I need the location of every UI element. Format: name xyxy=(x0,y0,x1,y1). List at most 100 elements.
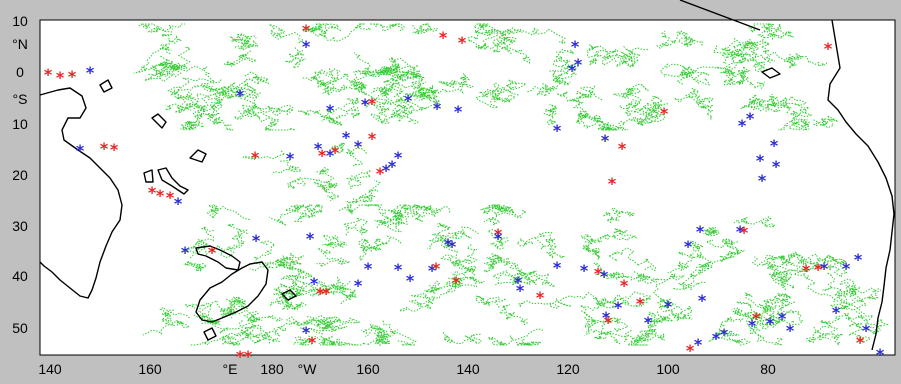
drift-track xyxy=(437,226,479,242)
drift-track xyxy=(843,312,872,343)
coastline-island-a xyxy=(189,149,207,163)
drift-track xyxy=(761,23,794,40)
drift-track xyxy=(439,237,463,269)
coastline-taiwan xyxy=(151,113,167,129)
drift-track xyxy=(750,311,785,330)
drift-track xyxy=(674,87,715,105)
coastlines xyxy=(39,0,895,351)
drift-track xyxy=(346,169,372,190)
drifter-marker: * xyxy=(310,274,319,293)
drift-track xyxy=(402,204,451,218)
x-axis: 140 160 °E 180 °W 160 140 120 100 80 xyxy=(38,361,776,377)
drift-track xyxy=(722,38,759,64)
drifter-marker: * xyxy=(712,329,721,348)
drift-track xyxy=(800,255,845,273)
drift-track xyxy=(383,78,434,101)
drift-track xyxy=(813,318,844,346)
drifter-marker: * xyxy=(458,33,467,52)
drifter-marker: * xyxy=(368,129,377,148)
drift-track xyxy=(350,72,377,106)
drifter-marker: * xyxy=(308,333,317,352)
drift-track xyxy=(516,270,556,288)
drift-track xyxy=(219,296,242,316)
drift-track xyxy=(584,314,608,336)
drift-track xyxy=(365,324,391,338)
drift-track xyxy=(516,231,555,247)
drifter-marker: * xyxy=(316,284,325,303)
drifter-marker: * xyxy=(86,63,95,82)
y-axis: 10 °N 0 °S 10 20 30 40 50 xyxy=(12,13,28,336)
drift-track xyxy=(371,86,408,116)
drift-track xyxy=(438,73,471,88)
drifter-marker: * xyxy=(361,95,370,114)
drifter-marker: * xyxy=(514,273,523,292)
drift-track xyxy=(184,226,215,259)
drifter-marker: * xyxy=(660,104,669,123)
drifter-marker: * xyxy=(644,313,653,332)
y-tick-label: 50 xyxy=(12,320,28,336)
drifter-marker: * xyxy=(394,148,403,167)
drifter-markers: * * * ** * ** * * *** ***** **** ********* **** *****… xyxy=(44,21,885,366)
drift-track xyxy=(723,49,747,86)
drifter-marker: * xyxy=(686,341,695,360)
drift-track xyxy=(410,281,464,302)
drift-track xyxy=(624,329,658,346)
drifter-marker: * xyxy=(318,146,327,165)
drifter-marker: * xyxy=(536,288,545,307)
drift-track xyxy=(229,33,257,46)
drift-track xyxy=(607,247,656,272)
drift-track xyxy=(778,118,810,131)
drift-track xyxy=(569,90,596,109)
drift-track xyxy=(479,23,522,55)
drift-track xyxy=(695,95,714,121)
drift-track xyxy=(708,332,751,346)
drift-track xyxy=(427,222,453,249)
drift-track xyxy=(423,280,452,295)
drifter-marker: * xyxy=(326,101,335,120)
drift-track xyxy=(473,23,505,45)
drift-track xyxy=(394,65,422,79)
drift-track xyxy=(159,306,190,323)
drifter-marker: * xyxy=(208,243,217,262)
drifter-marker: * xyxy=(354,276,363,295)
drift-track xyxy=(297,109,339,124)
drifter-marker: * xyxy=(68,67,77,86)
drifter-marker: * xyxy=(618,139,627,158)
drifter-marker: * xyxy=(56,68,65,87)
drift-track xyxy=(556,85,603,103)
drift-track xyxy=(773,95,810,111)
drifter-marker: * xyxy=(696,222,705,241)
drift-track xyxy=(770,270,790,291)
drift-track xyxy=(576,109,604,123)
drifter-marker: * xyxy=(636,294,645,313)
drifter-marker: * xyxy=(444,235,453,254)
drifter-marker: * xyxy=(553,121,562,140)
drift-track xyxy=(345,147,368,167)
drift-track xyxy=(258,117,296,131)
drifter-marker: * xyxy=(494,229,503,248)
drifter-marker: * xyxy=(553,258,562,277)
drifter-marker: * xyxy=(746,109,755,128)
drift-track xyxy=(736,66,750,86)
drift-track xyxy=(332,283,357,306)
drifter-marker: * xyxy=(740,223,749,242)
drifter-marker: * xyxy=(756,151,765,170)
drift-track xyxy=(302,67,341,91)
drift-track xyxy=(480,204,515,213)
drift-track xyxy=(643,315,669,341)
drifter-marker: * xyxy=(181,243,190,262)
drift-track xyxy=(487,328,544,346)
drift-track xyxy=(295,281,328,297)
drift-track xyxy=(223,50,258,67)
drift-track xyxy=(242,95,284,117)
drift-track xyxy=(323,340,366,347)
drifter-marker: * xyxy=(602,308,611,327)
drifter-marker: * xyxy=(614,298,623,317)
drift-track xyxy=(212,82,247,96)
drifter-marker: * xyxy=(236,86,245,105)
drift-track xyxy=(679,68,710,86)
drifter-marker: * xyxy=(600,267,609,286)
drifter-marker: * xyxy=(236,347,245,366)
drift-track xyxy=(301,23,342,39)
drift-track xyxy=(274,253,304,272)
